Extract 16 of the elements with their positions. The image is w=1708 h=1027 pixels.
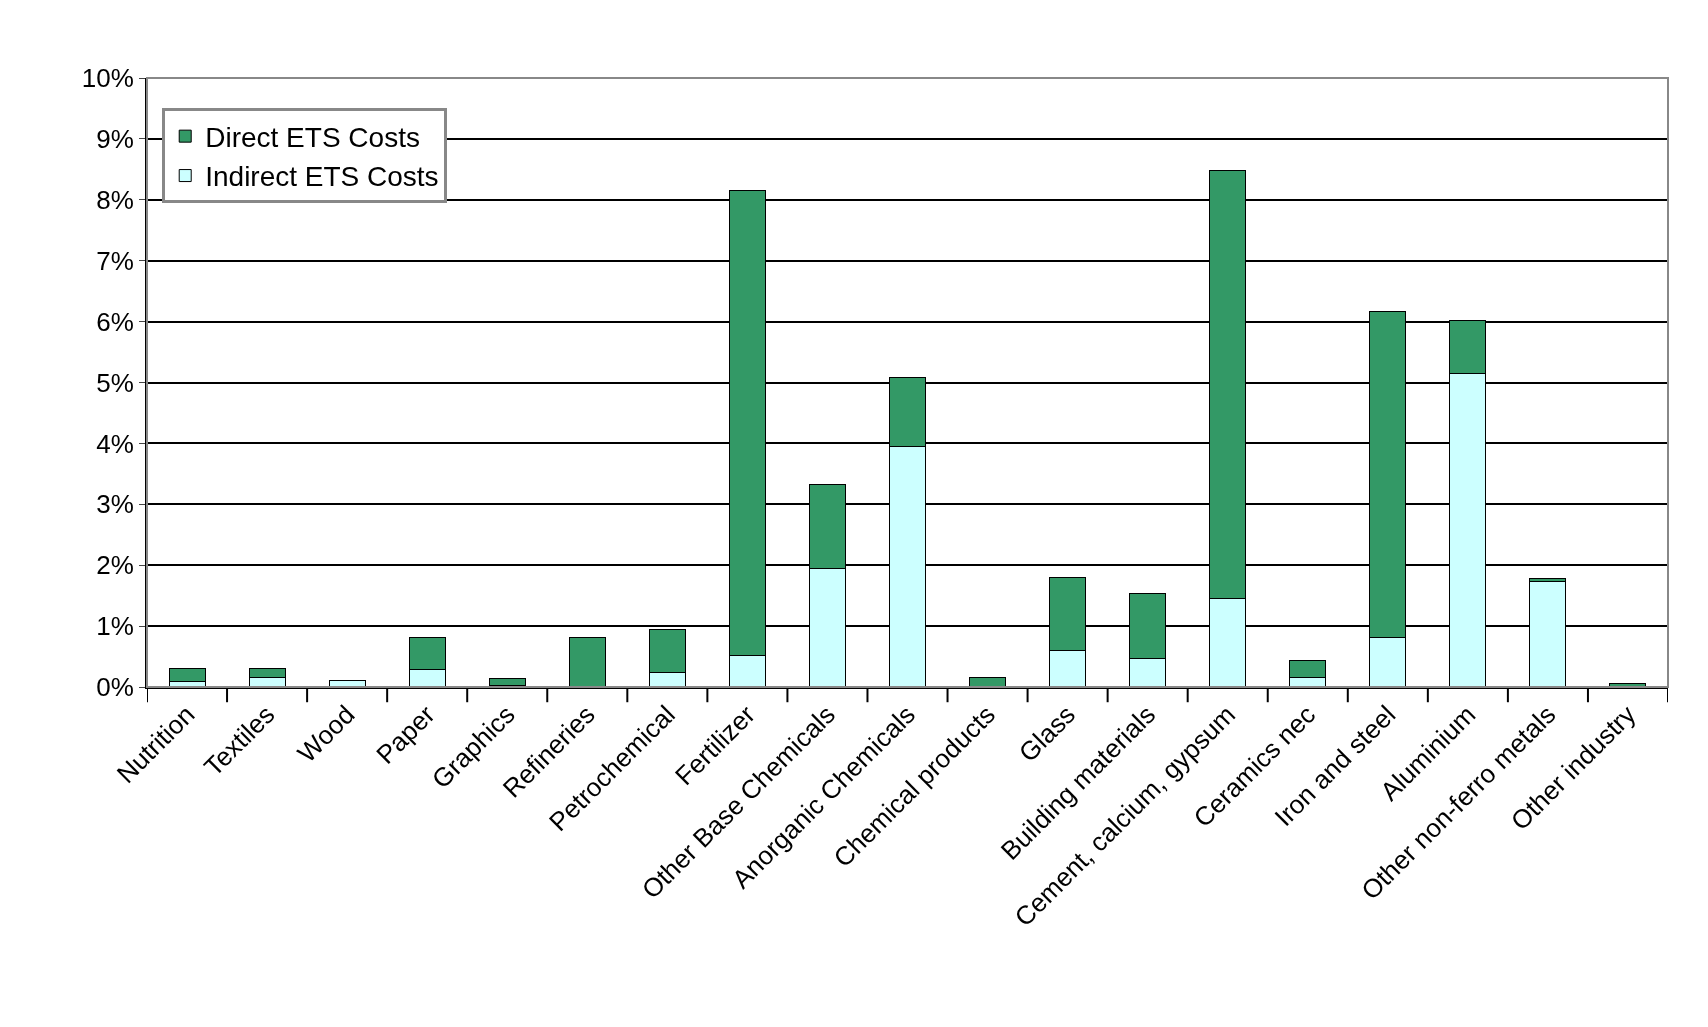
y-tick-label: 0% (96, 672, 134, 703)
legend-label: Direct ETS Costs (205, 122, 420, 154)
bar (568, 637, 606, 687)
y-tick-label: 7% (96, 245, 134, 276)
y-tick-label: 10% (81, 63, 134, 94)
y-tick-label: 6% (96, 306, 134, 337)
y-tick-label: 5% (96, 367, 134, 398)
y-tick-label: 1% (96, 611, 134, 642)
bar (488, 677, 526, 687)
y-tick-label: 8% (96, 184, 134, 215)
y-tick-label: 2% (96, 550, 134, 581)
y-tick-label: 4% (96, 428, 134, 459)
y-tick-label: 3% (96, 489, 134, 520)
bar (168, 668, 206, 683)
y-tick-label: 9% (96, 124, 134, 154)
legend-label: Indirect ETS Costs (205, 161, 439, 193)
